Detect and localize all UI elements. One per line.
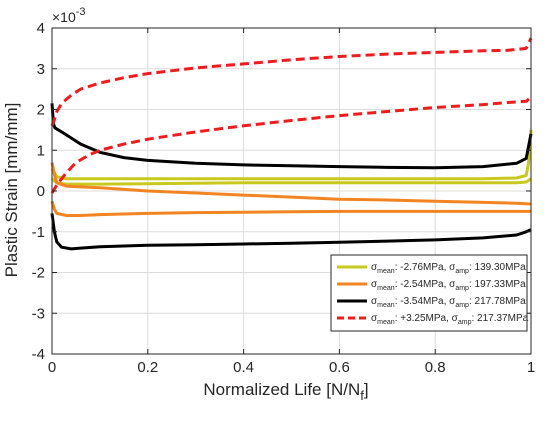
tick-layer: 0 0.2 0.4 0.6 0.8 1 -4 -3 -2 -1 0 1 2 3 4 [32, 20, 536, 376]
y-axis-exponent: ×10-3 [52, 6, 86, 25]
y-exponent-base: ×10 [52, 9, 76, 25]
series-1-line-upper [50, 129, 533, 181]
legend-text-part: : 217.78MPa [469, 296, 526, 307]
x-tick-label: 1 [527, 359, 535, 376]
legend-subscript: amp [455, 268, 469, 275]
legend-text-part: : 217.37MPa [471, 313, 528, 324]
x-axis-label: Normalized Life [N/Nf] [203, 380, 368, 403]
y-tick-label: -4 [32, 346, 45, 363]
x-tick-label: 0.6 [329, 359, 350, 376]
y-tick-label: 0 [37, 183, 45, 200]
legend-text-part: σ [371, 296, 378, 307]
y-tick-label: -3 [32, 305, 45, 322]
y-tick-label: 2 [37, 102, 45, 119]
legend-subscript: mean [377, 268, 395, 275]
legend-text-part: : 139.30MPa [469, 262, 526, 273]
legend-label: σmean: -2.76MPa, σamp: 139.30MPa [371, 262, 526, 275]
legend-label: σmean: -3.54MPa, σamp: 217.78MPa [371, 296, 526, 309]
legend-text-part: σ [371, 313, 378, 324]
series-3-line-upper [50, 103, 533, 170]
legend-subscript: mean [377, 285, 395, 292]
y-tick-label: 4 [37, 20, 45, 37]
x-tick-label: 0.8 [425, 359, 446, 376]
legend-subscript: mean [377, 302, 395, 309]
y-axis-label: Plastic Strain [mm/mm] [2, 103, 21, 278]
legend-subscript: mean [377, 319, 395, 326]
series-4-line-lower [50, 96, 532, 194]
x-axis-label-sub: f [360, 388, 364, 403]
legend-subscript: amp [458, 319, 472, 326]
series-2-line-lower [50, 200, 531, 217]
x-axis-label-main: Normalized Life [N/N [203, 380, 360, 399]
y-exponent-power: -3 [76, 6, 86, 18]
x-axis-label-end: ] [364, 380, 369, 399]
series-1-line-lower [51, 177, 532, 186]
legend-text-part: σ [371, 262, 378, 273]
series-2-line-upper [50, 162, 532, 206]
legend-subscript: amp [455, 302, 469, 309]
legend-label: σmean: +3.25MPa, σamp: 217.37MPa [371, 313, 529, 326]
legend-text-part: : -2.54MPa, σ [395, 279, 456, 290]
x-tick-label: 0.4 [233, 359, 254, 376]
legend-subscript: amp [455, 285, 469, 292]
series-layer [50, 37, 533, 251]
legend-text-part: σ [371, 279, 378, 290]
legend-text-part: : 197.33MPa [469, 279, 526, 290]
legend-text-part: : -2.76MPa, σ [395, 262, 456, 273]
y-tick-label: 1 [37, 142, 45, 159]
y-tick-label: -2 [32, 265, 45, 282]
legend-text-part: : +3.25MPa, σ [395, 313, 459, 324]
y-tick-label: 3 [37, 61, 45, 78]
x-tick-label: 0.2 [137, 359, 158, 376]
legend-text-part: : -3.54MPa, σ [395, 296, 456, 307]
series-3-line-lower [50, 213, 532, 251]
x-tick-label: 0 [48, 359, 56, 376]
series-4-line-upper [50, 37, 533, 127]
legend-label: σmean: -2.54MPa, σamp: 197.33MPa [371, 279, 526, 292]
y-tick-label: -1 [32, 224, 45, 241]
